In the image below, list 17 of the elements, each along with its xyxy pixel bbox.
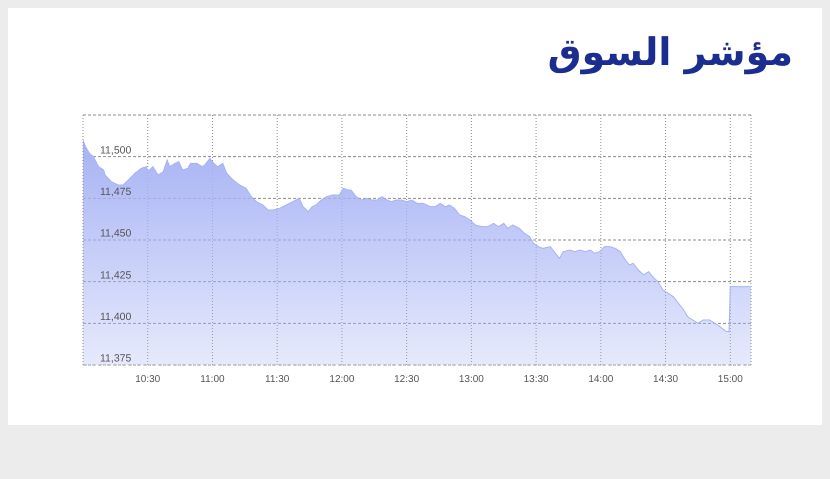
x-tick-label: 14:00	[588, 374, 614, 386]
y-tick-label: 11,375	[100, 352, 132, 365]
y-tick-label: 11,400	[100, 311, 132, 324]
x-tick-label: 13:00	[458, 374, 484, 386]
x-tick-label: 12:00	[329, 374, 355, 386]
x-tick-label: 10:30	[135, 374, 161, 386]
chart-title: مؤشر السوق	[548, 29, 793, 76]
y-tick-label: 11,450	[100, 228, 132, 240]
x-tick-label: 13:30	[524, 374, 550, 386]
y-tick-label: 11,425	[100, 269, 132, 282]
y-tick-label: 11,500	[100, 144, 132, 156]
x-tick-label: 15:00	[718, 374, 744, 386]
x-tick-label: 11:00	[200, 374, 226, 386]
y-tick-label: 11,475	[100, 186, 132, 198]
x-tick-label: 11:30	[265, 374, 290, 386]
x-tick-label: 14:30	[653, 374, 679, 386]
x-tick-label: 12:30	[394, 374, 420, 386]
